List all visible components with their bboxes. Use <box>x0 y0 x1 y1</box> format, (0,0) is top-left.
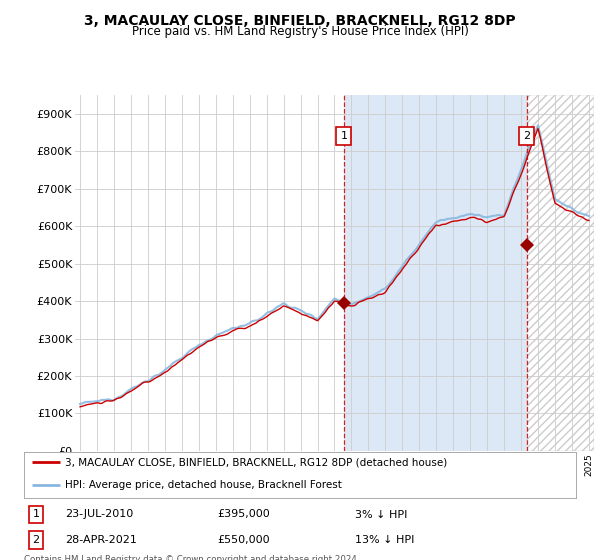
Text: 1: 1 <box>340 132 347 141</box>
Text: 3% ↓ HPI: 3% ↓ HPI <box>355 510 407 520</box>
Text: 28-APR-2021: 28-APR-2021 <box>65 535 137 545</box>
Text: HPI: Average price, detached house, Bracknell Forest: HPI: Average price, detached house, Brac… <box>65 480 342 491</box>
Text: 2: 2 <box>32 535 40 545</box>
Bar <box>344 95 527 451</box>
Text: 23-JUL-2010: 23-JUL-2010 <box>65 510 134 520</box>
Text: £550,000: £550,000 <box>217 535 270 545</box>
Text: 3, MACAULAY CLOSE, BINFIELD, BRACKNELL, RG12 8DP: 3, MACAULAY CLOSE, BINFIELD, BRACKNELL, … <box>84 14 516 28</box>
Text: 13% ↓ HPI: 13% ↓ HPI <box>355 535 415 545</box>
Bar <box>527 95 594 451</box>
Text: Contains HM Land Registry data © Crown copyright and database right 2024.
This d: Contains HM Land Registry data © Crown c… <box>24 555 359 560</box>
Text: 3, MACAULAY CLOSE, BINFIELD, BRACKNELL, RG12 8DP (detached house): 3, MACAULAY CLOSE, BINFIELD, BRACKNELL, … <box>65 458 448 468</box>
Text: 1: 1 <box>32 510 40 520</box>
Text: Price paid vs. HM Land Registry's House Price Index (HPI): Price paid vs. HM Land Registry's House … <box>131 25 469 38</box>
Text: £395,000: £395,000 <box>217 510 270 520</box>
Text: 2: 2 <box>523 132 530 141</box>
